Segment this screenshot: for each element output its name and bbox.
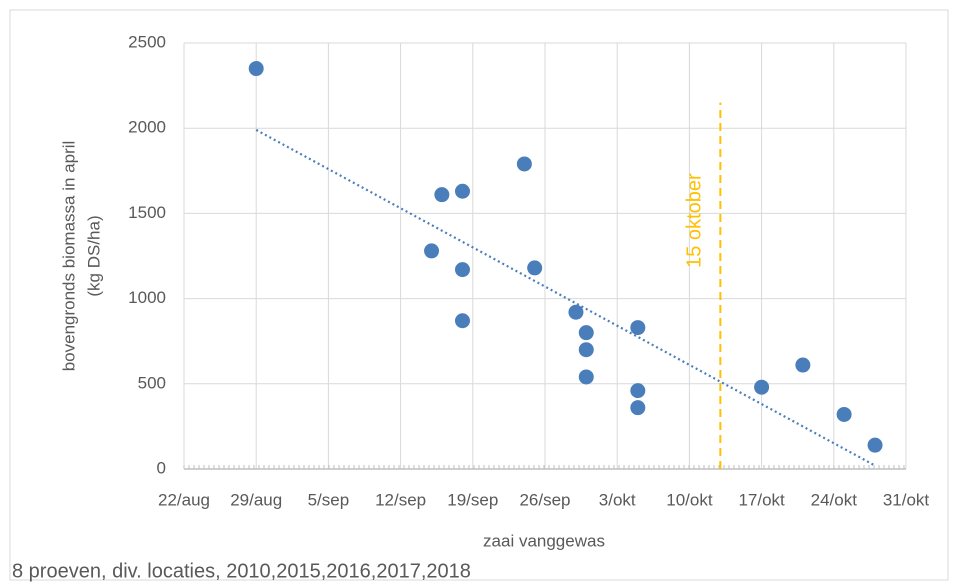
x-tick-label: 12/sep	[375, 490, 426, 509]
point	[568, 304, 584, 320]
x-tick-label: 3/okt	[599, 490, 636, 509]
x-tick-label: 29/aug	[230, 490, 282, 509]
y-axis-label: (kg DS/ha)	[84, 215, 103, 296]
y-tick-label: 2500	[128, 32, 166, 51]
point	[454, 262, 470, 278]
x-tick-label: 19/sep	[447, 490, 498, 509]
point	[578, 342, 594, 358]
y-tick-label: 1500	[128, 203, 166, 222]
y-tick-label: 2000	[128, 118, 166, 137]
annotation: 15 oktober	[684, 173, 706, 268]
point	[754, 379, 770, 395]
y-axis-label: bovengronds biomassa in april	[59, 141, 78, 372]
x-tick-label: 31/okt	[883, 490, 930, 509]
x-tick-label: 10/okt	[666, 490, 713, 509]
point	[248, 61, 264, 77]
x-tick-label: 24/okt	[811, 490, 858, 509]
point	[424, 243, 440, 259]
point	[434, 187, 450, 203]
footnote: 8 proeven, div. locaties, 2010,2015,2016…	[12, 560, 471, 582]
x-axis-label: zaai vanggewas	[483, 531, 605, 550]
point	[630, 320, 646, 336]
x-tick-label: 22/aug	[158, 490, 210, 509]
point	[630, 383, 646, 399]
y-tick-label: 500	[138, 373, 166, 392]
point	[836, 406, 852, 422]
trendline	[255, 128, 876, 467]
point	[630, 400, 646, 416]
y-tick-label: 1000	[128, 288, 166, 307]
x-tick-label: 17/okt	[738, 490, 785, 509]
x-tick-label: 26/sep	[519, 490, 570, 509]
point	[527, 260, 543, 276]
point	[516, 156, 532, 172]
point	[454, 183, 470, 199]
point	[578, 325, 594, 341]
point	[578, 369, 594, 385]
point	[454, 313, 470, 329]
point	[795, 357, 811, 373]
point	[867, 437, 883, 453]
x-tick-label: 5/sep	[308, 490, 350, 509]
chart-frame	[9, 9, 949, 581]
y-tick-label: 0	[157, 458, 166, 477]
